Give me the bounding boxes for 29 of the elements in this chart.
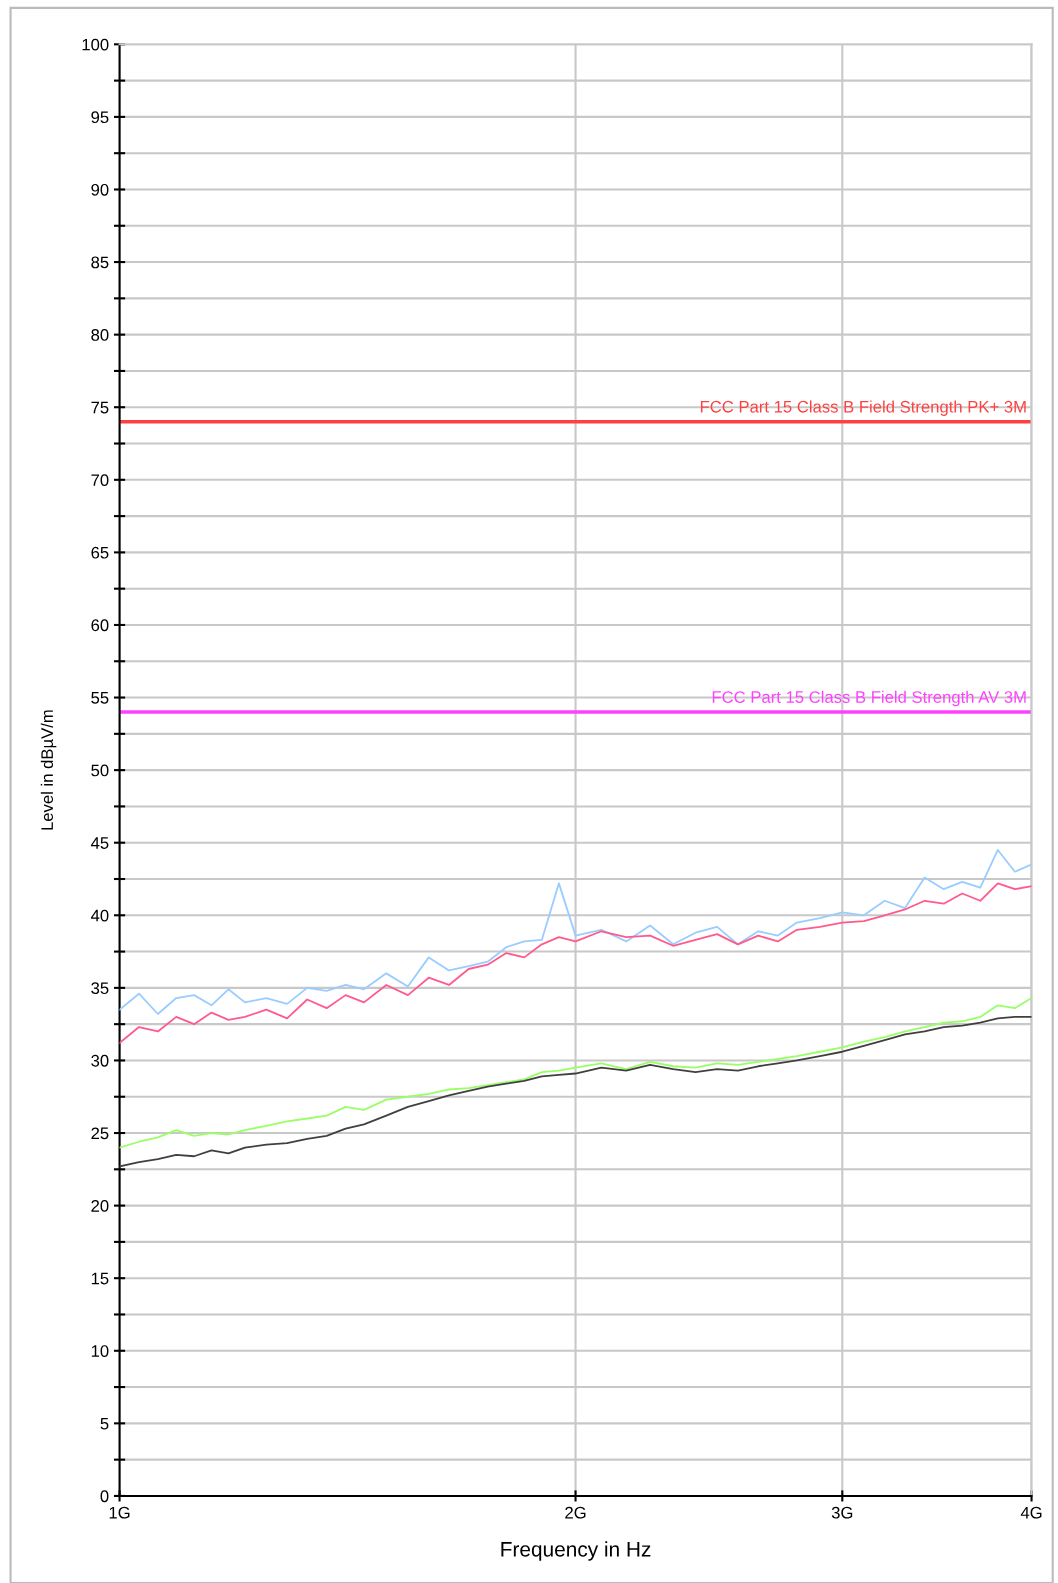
y-tick-label: 55 [91, 692, 109, 704]
y-axis-title: Level in dBµV/m [40, 710, 57, 830]
y-tick-label: 75 [91, 401, 109, 414]
y-tick-label: 45 [90, 837, 109, 849]
x-tick-label: 2G [565, 1506, 586, 1519]
y-tick-label: 70 [91, 474, 109, 487]
y-tick-label: 40 [90, 909, 109, 922]
x-tick-label: 3G [831, 1506, 853, 1519]
x-tick-label: 1G [109, 1506, 130, 1519]
ref-line-label: FCC Part 15 Class B Field Strength AV 3M [712, 690, 1026, 707]
ref-line-label: FCC Part 15 Class B Field Strength PK+ 3M [700, 400, 1026, 416]
y-tick-label: 25 [91, 1127, 109, 1140]
y-tick-label: 95 [91, 111, 109, 124]
y-tick-label: 50 [91, 764, 109, 777]
y-tick-label: 20 [91, 1200, 109, 1212]
x-axis-title: Frequency in Hz [501, 1541, 651, 1561]
y-tick-label: 35 [91, 982, 109, 995]
y-tick-label: 80 [91, 329, 109, 341]
x-tick-label: 4G [1020, 1506, 1042, 1519]
y-tick-label: 65 [91, 546, 109, 559]
y-tick-label: 10 [91, 1345, 109, 1357]
y-tick-label: 0 [100, 1490, 109, 1503]
y-tick-label: 85 [91, 256, 109, 269]
y-tick-label: 100 [82, 38, 109, 51]
y-tick-label: 5 [100, 1417, 109, 1430]
y-tick-label: 15 [91, 1272, 109, 1285]
y-tick-label: 90 [91, 183, 109, 196]
y-tick-label: 60 [91, 619, 109, 632]
y-tick-label: 30 [91, 1054, 109, 1067]
